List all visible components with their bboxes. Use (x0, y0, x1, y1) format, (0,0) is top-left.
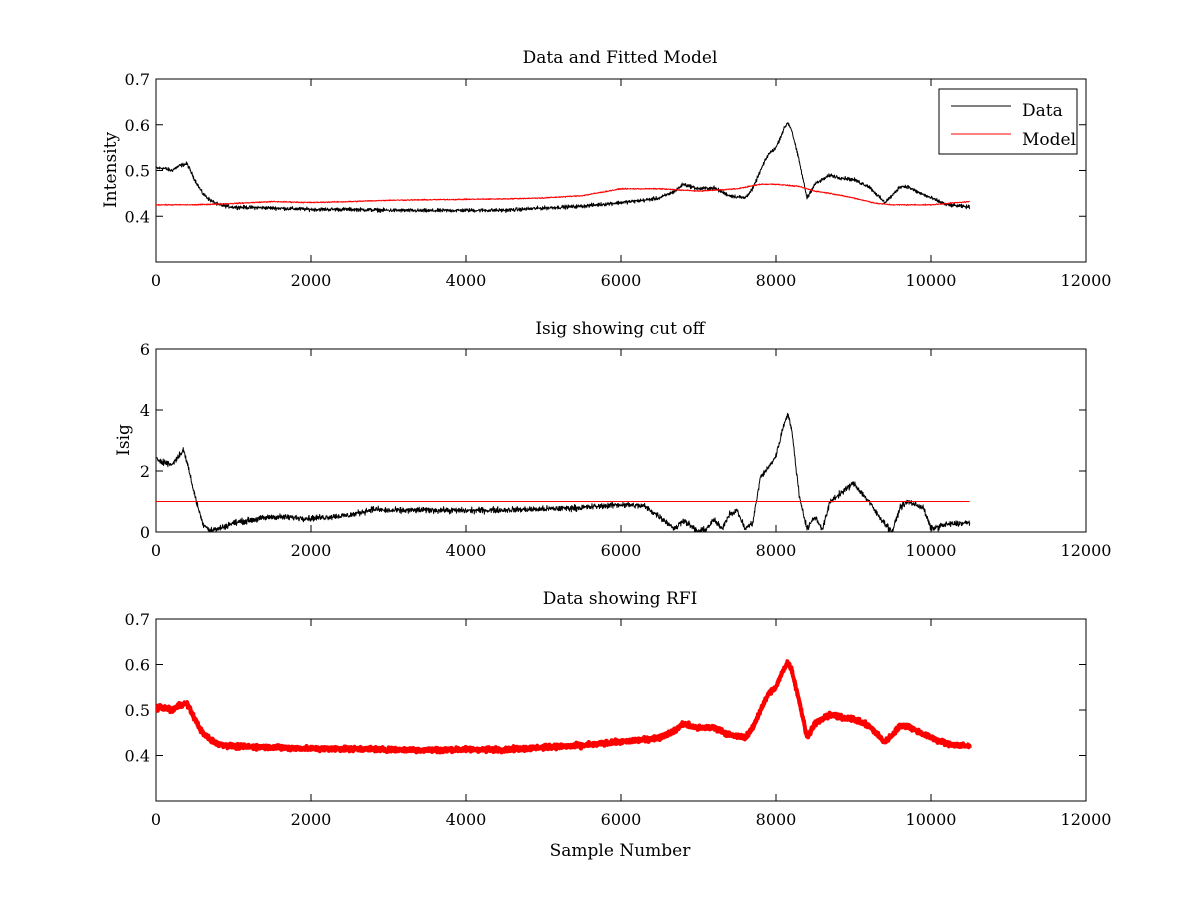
panel-3-title: Data showing RFI (543, 589, 698, 609)
y-tick-label: 0.6 (125, 656, 150, 675)
y-tick-label: 6 (140, 340, 150, 359)
legend-model-label: Model (1022, 130, 1076, 150)
x-tick-label: 4000 (446, 810, 487, 829)
y-tick-label: 0.7 (125, 70, 150, 89)
x-tick-label: 0 (151, 810, 161, 829)
y-tick-label: 0.4 (125, 207, 150, 226)
x-tick-label: 2000 (291, 810, 332, 829)
y-tick-label: 0.5 (125, 162, 150, 181)
y-tick-label: 0.6 (125, 116, 150, 135)
x-tick-label: 8000 (756, 810, 797, 829)
axes-frame (155, 618, 1087, 802)
x-tick-label: 10000 (906, 541, 957, 560)
panel-1-title: Data and Fitted Model (523, 48, 718, 68)
legend-data-label: Data (1022, 101, 1063, 121)
x-tick-label: 2000 (291, 271, 332, 290)
x-tick-label: 6000 (601, 541, 642, 560)
x-tick-label: 10000 (906, 271, 957, 290)
panel-1-ylabel: Intensity (101, 132, 121, 208)
panel-rfi: Data showing RFI 0 2000 4000 6000 8000 10000 1… (125, 589, 1112, 861)
legend: Data Model (938, 88, 1078, 155)
x-tick-label: 8000 (756, 541, 797, 560)
x-tick-label: 6000 (601, 810, 642, 829)
x-tick-label: 12000 (1061, 810, 1112, 829)
x-tick-label: 2000 (291, 541, 332, 560)
panel-isig: Isig showing cut off Isig 0 2000 4000 6000 8… (114, 319, 1111, 560)
panel-2-ylabel: Isig (114, 424, 134, 456)
series-data-line (156, 122, 971, 214)
x-tick-label: 12000 (1061, 541, 1112, 560)
x-tick-label: 6000 (601, 271, 642, 290)
y-tick-label: 0.4 (125, 747, 150, 766)
series-0-line (156, 412, 971, 532)
y-tick-label: 0 (140, 523, 150, 542)
panel-1-plot-area: 0 2000 4000 6000 8000 10000 12000 0.4 0.5 0.6 0.7 (125, 70, 1112, 290)
panel-data-and-model: Data and Fitted Model Intensity 0 2000 400… (101, 48, 1111, 290)
y-tick-label: 4 (140, 401, 150, 420)
x-tick-label: 4000 (446, 271, 487, 290)
y-tick-label: 0.7 (125, 610, 150, 629)
panel-2-title: Isig showing cut off (535, 319, 706, 339)
series-0-line (156, 659, 972, 755)
series-model-line (156, 183, 971, 206)
x-tick-label: 8000 (756, 271, 797, 290)
y-tick-label: 0.5 (125, 701, 150, 720)
legend-box (938, 88, 1078, 155)
x-tick-label: 4000 (446, 541, 487, 560)
x-tick-label: 10000 (906, 810, 957, 829)
panel-3-xlabel: Sample Number (550, 841, 692, 861)
y-tick-label: 2 (140, 462, 150, 481)
x-tick-label: 12000 (1061, 271, 1112, 290)
panel-3-plot-area: 0 2000 4000 6000 8000 10000 12000 0.4 0.5 0.6 0.7 (125, 610, 1112, 829)
x-tick-label: 0 (151, 541, 161, 560)
panel-2-plot-area: 0 2000 4000 6000 8000 10000 12000 0 2 4 6 (140, 340, 1112, 560)
x-tick-label: 0 (151, 271, 161, 290)
